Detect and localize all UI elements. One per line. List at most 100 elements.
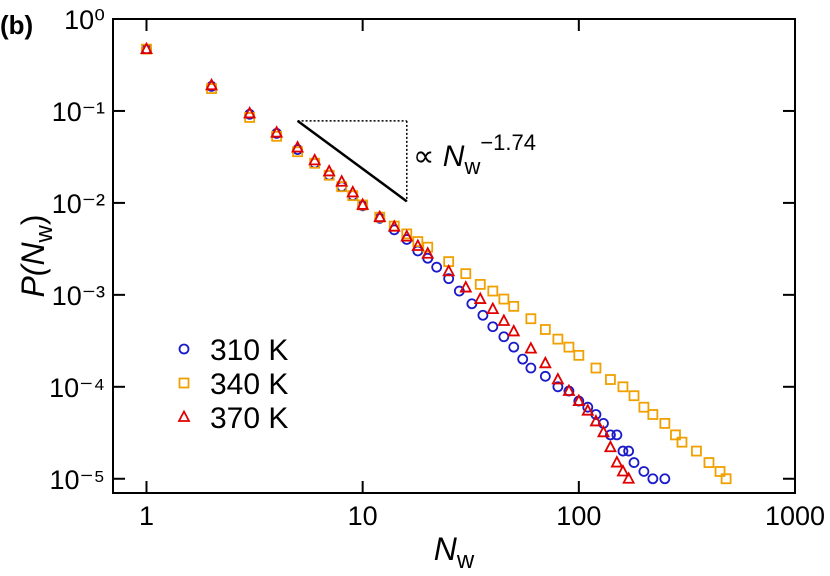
legend-marker [178, 343, 190, 355]
y-tick-label: 10⁻³ [52, 281, 105, 311]
slope-guide [296, 119, 408, 203]
point [617, 445, 629, 457]
y-label-main: P( [15, 262, 51, 297]
point [670, 429, 681, 441]
point [714, 466, 726, 477]
point [497, 313, 511, 326]
point [562, 383, 576, 396]
plot-frame [112, 18, 796, 494]
point [691, 445, 702, 457]
annotation-symbol: ∝ [413, 140, 443, 173]
y-tick-label: 10⁻⁴ [49, 373, 105, 403]
point [508, 341, 520, 353]
point [638, 401, 650, 413]
x-tick-label: 100 [556, 501, 601, 531]
point [474, 278, 486, 290]
point [605, 374, 616, 385]
point [582, 401, 594, 413]
point [473, 291, 487, 304]
point [139, 41, 153, 55]
point [581, 403, 595, 416]
point [336, 181, 348, 193]
point [622, 471, 636, 484]
x-label-sub: w [456, 547, 475, 571]
y-label-sub: w [31, 224, 58, 243]
point [551, 372, 565, 385]
point [486, 301, 500, 314]
point [356, 197, 370, 210]
point [563, 341, 575, 353]
point [507, 324, 521, 337]
point [335, 174, 349, 187]
x-tick-label: 1000 [765, 501, 825, 531]
point [243, 105, 257, 119]
point [589, 414, 603, 427]
point [487, 285, 499, 297]
point [590, 362, 602, 374]
panel-label: (b) [0, 10, 33, 40]
point [552, 381, 564, 393]
point [539, 324, 551, 335]
point [508, 300, 520, 312]
point [647, 409, 659, 420]
y-tick-label: 10⁻⁵ [50, 465, 105, 495]
point [596, 424, 610, 438]
point [421, 246, 435, 259]
point [442, 263, 456, 277]
point [422, 241, 434, 253]
y-label-close: ) [15, 214, 51, 225]
point [322, 163, 336, 177]
point [308, 152, 322, 166]
point [611, 429, 623, 441]
point [659, 473, 671, 485]
point [703, 457, 715, 468]
point [346, 184, 360, 198]
point [411, 238, 425, 251]
annotation: ∝ Nw−1.74 [413, 130, 536, 179]
point [517, 353, 529, 365]
point [460, 268, 472, 280]
point [400, 229, 414, 242]
point [270, 125, 284, 138]
point [525, 313, 537, 325]
point [603, 439, 617, 453]
point [720, 473, 732, 485]
legend-marker [177, 409, 191, 422]
x-label-main: N [434, 531, 458, 567]
y-axis-label: P(Nw) [15, 214, 58, 297]
x-axis-label: Nw [434, 531, 475, 571]
point [373, 209, 387, 223]
point [487, 321, 499, 333]
annotation-sub: w [463, 154, 480, 179]
point [573, 349, 585, 361]
legend-marker [178, 377, 190, 389]
y-tick-label: 10⁻² [52, 189, 105, 219]
point [539, 370, 551, 382]
annotation-sup: −1.74 [480, 130, 536, 155]
y-tick-label: 10⁰ [64, 5, 105, 35]
point [524, 341, 538, 354]
point [459, 280, 473, 293]
annotation-main: N [443, 140, 465, 173]
point [205, 77, 219, 91]
point [605, 429, 616, 441]
point [498, 331, 510, 343]
x-tick-label: 10 [348, 501, 378, 531]
point [616, 464, 630, 477]
point [572, 393, 586, 406]
point [552, 333, 564, 345]
legend-label: 370 K [210, 402, 288, 435]
point [628, 457, 640, 468]
point [676, 436, 688, 448]
point [498, 293, 510, 305]
point [291, 140, 305, 153]
x-tick-label: 1 [139, 501, 154, 531]
point [387, 219, 401, 232]
point [412, 236, 424, 247]
point [659, 417, 671, 429]
point [610, 455, 624, 468]
legend-label: 340 K [210, 368, 288, 401]
point [647, 473, 659, 485]
point [617, 381, 629, 393]
